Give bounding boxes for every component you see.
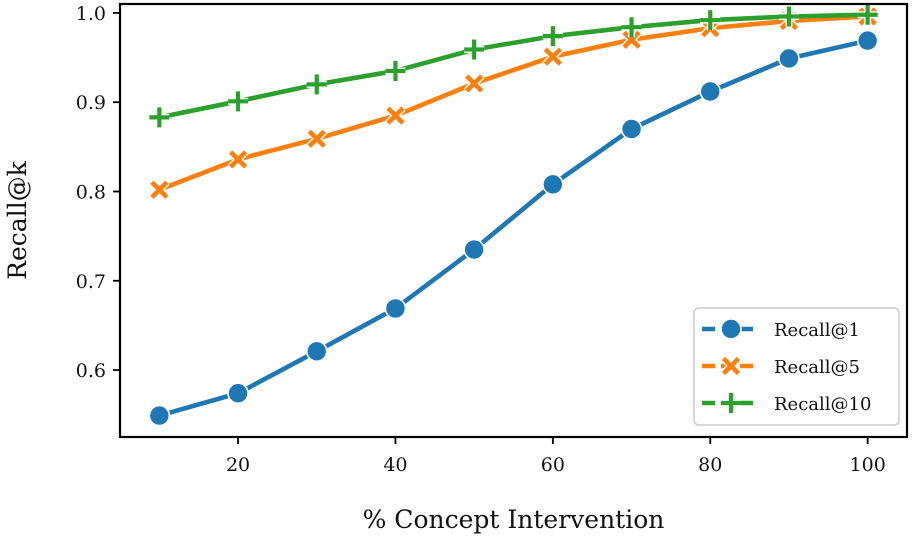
y-tick-label: 0.8 — [76, 181, 106, 203]
data-point — [542, 26, 563, 47]
data-point — [149, 107, 170, 128]
legend-label: Recall@5 — [774, 357, 860, 378]
data-point — [464, 39, 485, 60]
series-recall-5 — [149, 6, 878, 200]
data-point — [542, 46, 564, 67]
data-point — [227, 149, 249, 170]
x-tick-label: 80 — [698, 454, 722, 476]
data-point — [306, 74, 327, 95]
series-recall-10 — [149, 4, 878, 128]
y-axis-title: Recall@k — [3, 160, 32, 280]
data-point — [385, 60, 406, 81]
legend: Recall@1 Recall@5 Recall@10 — [693, 307, 900, 426]
legend-entry: Recall@10 — [702, 393, 871, 415]
series-line — [157, 12, 870, 120]
data-point — [228, 91, 249, 112]
data-point — [149, 179, 170, 200]
data-point — [148, 404, 171, 427]
x-axis-title: % Concept Intervention — [363, 505, 665, 534]
data-point — [699, 80, 722, 103]
data-point — [384, 297, 407, 320]
legend-label: Recall@10 — [774, 394, 871, 415]
data-point — [306, 128, 327, 149]
legend-entry: Recall@1 — [702, 318, 860, 341]
series-line — [157, 14, 870, 192]
legend-box — [693, 307, 900, 426]
x-tick-label: 100 — [850, 454, 886, 476]
data-series — [148, 4, 879, 427]
data-point — [463, 238, 485, 261]
y-tick-label: 1.0 — [76, 3, 106, 25]
data-point — [857, 4, 878, 25]
data-point — [463, 73, 485, 94]
legend-marker — [720, 355, 742, 377]
x-tick-label: 20 — [226, 454, 250, 476]
data-point — [227, 382, 249, 405]
data-point — [778, 6, 799, 27]
legend-marker — [721, 393, 741, 413]
x-tick-label: 40 — [383, 454, 407, 476]
y-tick-label: 0.7 — [76, 271, 106, 293]
data-point — [385, 105, 406, 126]
legend-marker — [720, 318, 742, 340]
series-line — [157, 38, 870, 418]
data-point — [620, 118, 643, 140]
data-point — [856, 29, 879, 52]
data-point — [542, 173, 564, 196]
legend-label: Recall@1 — [774, 320, 860, 341]
y-tick-label: 0.6 — [76, 360, 106, 382]
axis-ticks: 20 40 60 80 100 0.6 0.7 0.8 0.9 1.0 — [76, 3, 886, 476]
data-point — [621, 29, 642, 50]
series-recall-1 — [148, 29, 879, 427]
legend-entry: Recall@5 — [702, 355, 860, 378]
data-point — [778, 47, 800, 70]
y-tick-label: 0.9 — [76, 92, 106, 114]
data-point — [305, 340, 328, 363]
x-tick-label: 60 — [541, 454, 565, 476]
data-point — [700, 10, 721, 31]
data-point — [621, 17, 642, 38]
plot-frame — [118, 2, 909, 439]
